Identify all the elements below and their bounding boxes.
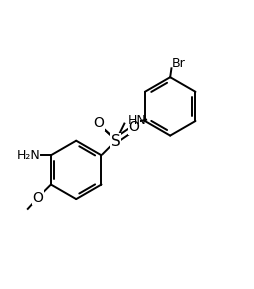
Text: H₂N: H₂N bbox=[17, 149, 40, 162]
Text: O: O bbox=[32, 191, 43, 205]
Text: S: S bbox=[110, 134, 120, 149]
Text: O: O bbox=[93, 116, 104, 130]
Text: Br: Br bbox=[172, 57, 186, 70]
Text: HN: HN bbox=[128, 114, 147, 127]
Text: O: O bbox=[128, 120, 139, 134]
